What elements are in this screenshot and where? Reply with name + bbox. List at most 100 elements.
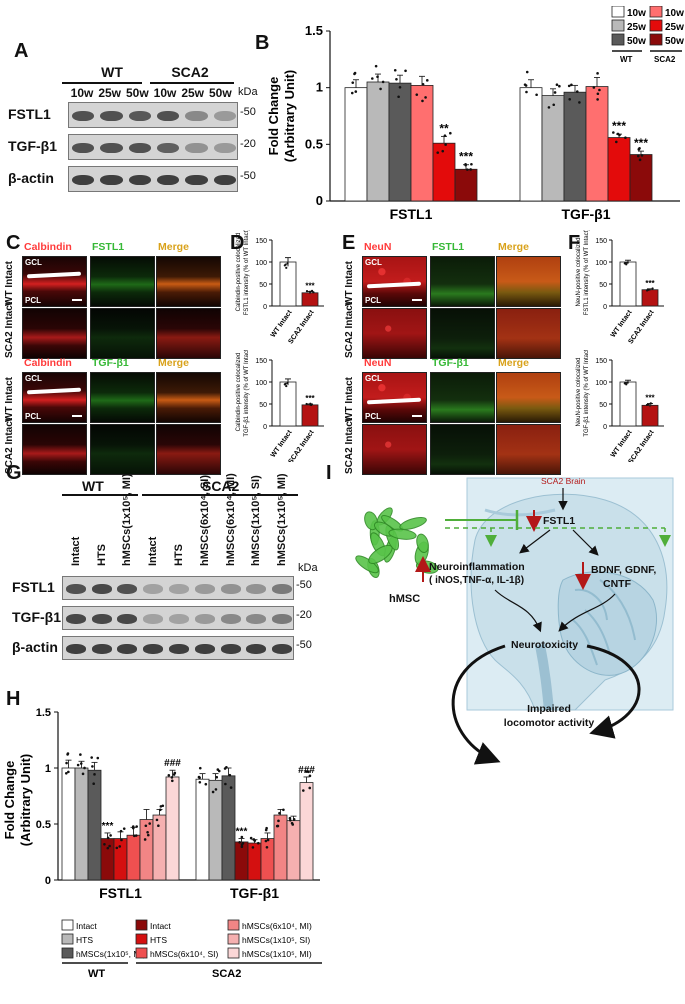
y-axis-label: FSTL1 intensity (% of WT Intact) [244, 230, 250, 315]
data-point [79, 753, 82, 756]
micrograph-image [156, 256, 221, 307]
data-point [167, 773, 171, 777]
blot-band [65, 583, 86, 595]
y-axis-label: Fold Change [2, 761, 17, 840]
micrograph-image [156, 424, 221, 475]
blot-band [91, 583, 112, 595]
data-point [598, 88, 601, 92]
blot-band [272, 613, 293, 625]
blot-strip [62, 606, 294, 630]
bar [221, 775, 236, 881]
data-point [615, 140, 618, 144]
micrograph-column-label: FSTL1 [432, 241, 465, 253]
scale-bar [72, 299, 82, 301]
blot-band [72, 110, 95, 122]
data-point [172, 773, 176, 776]
y-tick-label: 50 [259, 282, 267, 289]
data-point [67, 770, 70, 774]
data-point [170, 776, 174, 779]
legend-swatch [649, 19, 663, 32]
y-axis-label: Calbindin-positive colocalized [236, 353, 242, 432]
data-point [278, 811, 281, 815]
data-point [305, 290, 309, 293]
data-point [302, 789, 305, 792]
micrograph-image [496, 424, 561, 475]
legend-label: hMSCs(1x10⁵, MI) [242, 949, 312, 959]
arrow-neuroinflammation-to-neurotoxicity [494, 589, 542, 633]
legend-label: 50w [665, 36, 684, 47]
y-tick-label: 1 [316, 80, 323, 95]
micrograph-column-label: FSTL1 [92, 241, 125, 253]
significance-mark: ** [439, 121, 449, 135]
blot-row-label: FSTL1 [8, 106, 51, 122]
data-point [91, 765, 94, 768]
significance-mark: *** [236, 827, 248, 838]
data-point [122, 827, 126, 830]
blot-band [65, 643, 86, 655]
data-point [351, 81, 355, 84]
micrograph-column-label: NeuN [364, 357, 392, 369]
blot-a-lane-label: 50w [208, 86, 232, 100]
data-point [312, 291, 315, 294]
data-point [144, 824, 148, 828]
data-point [83, 766, 86, 770]
y-tick-label: 150 [595, 358, 607, 365]
micrograph-image [362, 308, 427, 359]
bar [247, 842, 262, 881]
hmsc-cell [416, 533, 429, 554]
hmsc-cell [399, 516, 427, 530]
y-tick-label: 0 [603, 304, 607, 311]
data-point [638, 158, 642, 162]
blot-band [272, 583, 293, 595]
category-label: WT Intact [270, 309, 294, 339]
y-tick-label: 100 [255, 380, 267, 387]
legend-swatch [649, 6, 663, 18]
data-point [286, 381, 289, 385]
data-point [397, 95, 400, 99]
micrograph-column-label: NeuN [364, 241, 392, 253]
legend-label: Intact [76, 921, 97, 931]
data-point [443, 134, 447, 137]
blot-band [194, 643, 215, 655]
significance-mark: *** [102, 821, 114, 832]
legend-swatch [135, 933, 148, 945]
data-point [288, 816, 292, 820]
bar [641, 404, 659, 427]
legend-swatch [135, 947, 148, 959]
blot-g-lane-label: hMSCs(1x10⁵, MI) [121, 473, 134, 566]
blot-band [91, 643, 112, 655]
blot-strip [68, 102, 238, 128]
data-point [393, 68, 397, 72]
data-point [285, 384, 288, 388]
loop-arrow-left [451, 644, 506, 765]
micrograph-image [90, 256, 155, 307]
blot-strip [68, 134, 238, 160]
y-axis-label: NeuN-positive colocalized [576, 357, 582, 426]
bar [619, 381, 637, 427]
data-point [76, 763, 80, 767]
y-tick-label: 0 [603, 424, 607, 431]
blot-band [143, 583, 164, 595]
data-point [148, 822, 152, 825]
y-axis-label: TGF-β1 intensity (% of WT Intact) [584, 350, 590, 437]
bar [607, 137, 631, 202]
data-point [436, 151, 440, 154]
y-tick-label: 1.5 [36, 707, 51, 719]
bar [100, 838, 115, 881]
pcl-label: PCL [25, 412, 41, 421]
legend-label: hMSCs(1x10⁵, MI) [76, 949, 146, 959]
legend-wt-title: WT [88, 968, 105, 980]
blot-band [185, 110, 208, 122]
data-point [265, 845, 269, 849]
data-point [252, 838, 256, 841]
significance-mark: *** [634, 136, 648, 150]
micrograph-image [362, 424, 427, 475]
blot-band [128, 174, 151, 186]
y-tick-label: 0.5 [305, 136, 323, 151]
layer-boundary-line [366, 397, 422, 405]
micrograph-image [430, 256, 495, 307]
y-tick-label: 100 [255, 260, 267, 267]
data-point [240, 845, 244, 848]
